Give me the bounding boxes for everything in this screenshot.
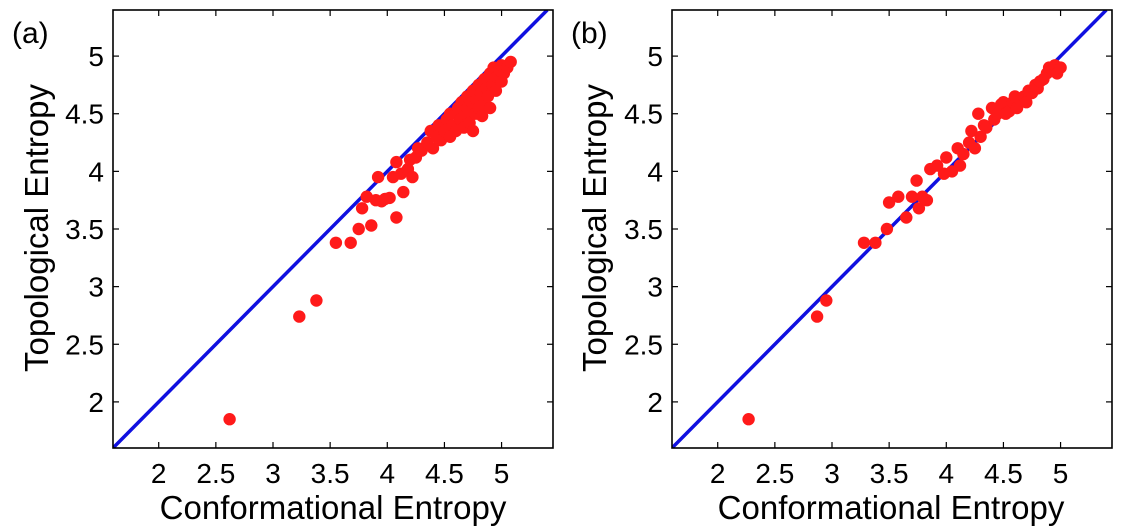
panel-label-a: (a) — [12, 17, 49, 50]
data-point-a-21 — [406, 170, 419, 184]
y-tick-label-b-1: 2.5 — [624, 329, 663, 360]
x-tick-label-a-0: 2 — [151, 458, 167, 489]
data-point-b-25 — [972, 107, 985, 120]
data-point-a-0 — [223, 413, 236, 426]
y-tick-label-b-6: 5 — [647, 41, 663, 72]
x-tick-label-a-3: 3.5 — [311, 458, 350, 489]
data-point-a-48 — [466, 124, 480, 138]
data-point-a-15 — [390, 211, 403, 224]
panel-b: (b) Topological Entropy Conformational E… — [571, 9, 1113, 526]
x-tick-label-b-5: 4.5 — [984, 458, 1023, 489]
y-axis-title-a: Topological Entropy — [18, 83, 55, 372]
data-point-a-2 — [310, 294, 323, 307]
data-point-b-4 — [869, 236, 882, 249]
data-point-b-28 — [980, 121, 993, 134]
data-point-a-5 — [352, 222, 365, 236]
data-point-b-2 — [820, 294, 833, 307]
data-point-b-13 — [920, 194, 934, 207]
data-point-a-10 — [371, 170, 385, 184]
panel-a: (a) Topological Entropy Conformational E… — [12, 9, 554, 526]
y-tick-label-a-3: 3.5 — [65, 214, 104, 245]
data-point-b-15 — [930, 159, 944, 172]
data-point-b-8 — [900, 211, 913, 224]
x-tick-label-a-4: 4 — [379, 458, 395, 489]
x-axis-title-a: Conformational Entropy — [160, 489, 507, 526]
data-point-b-9 — [905, 190, 919, 203]
x-tick-label-a-5: 4.5 — [425, 458, 464, 489]
data-point-b-20 — [953, 159, 967, 172]
data-point-b-21 — [957, 147, 970, 161]
data-point-b-41 — [1020, 96, 1033, 109]
data-point-b-24 — [968, 142, 982, 155]
x-tick-label-a-6: 5 — [494, 458, 510, 489]
data-point-a-6 — [355, 202, 369, 215]
ticks-b: 2 2.5 3 3.5 4 4.5 5 2 2.5 3 3.5 4 4.5 5 — [624, 10, 1112, 489]
data-point-b-3 — [857, 236, 871, 249]
x-tick-label-b-2: 3 — [824, 458, 840, 489]
x-tick-label-b-4: 4 — [938, 458, 954, 489]
data-point-a-4 — [344, 236, 357, 249]
data-point-b-1 — [810, 310, 824, 323]
x-axis-title-b: Conformational Entropy — [718, 489, 1065, 526]
data-point-b-6 — [882, 196, 896, 209]
y-tick-label-a-0: 2 — [88, 387, 104, 418]
y-tick-label-b-4: 4 — [647, 156, 663, 187]
data-point-a-3 — [329, 236, 343, 249]
x-tick-label-b-1: 2.5 — [755, 458, 794, 489]
data-point-a-27 — [426, 142, 440, 155]
panel-label-b: (b) — [571, 17, 608, 50]
y-tick-label-a-6: 5 — [88, 41, 104, 72]
plot-area-b — [672, 10, 1108, 448]
data-point-a-63 — [489, 84, 503, 97]
data-point-a-60 — [483, 101, 497, 115]
y-tick-label-b-5: 4.5 — [624, 99, 663, 130]
data-point-b-11 — [912, 202, 926, 215]
data-point-a-8 — [365, 219, 378, 232]
data-point-b-17 — [940, 151, 953, 164]
data-point-b-10 — [910, 174, 923, 187]
y-tick-label-a-4: 4 — [88, 156, 104, 187]
y-tick-label-b-3: 3.5 — [624, 214, 663, 245]
ticks-a: 2 2.5 3 3.5 4 4.5 5 2 2.5 3 3.5 4 4.5 5 — [65, 10, 553, 489]
data-point-b-23 — [965, 124, 978, 138]
data-point-a-16 — [390, 155, 403, 169]
x-tick-label-a-1: 2.5 — [196, 458, 235, 489]
plot-area-a — [113, 10, 549, 448]
data-point-a-18 — [397, 185, 410, 199]
data-point-b-0 — [742, 413, 755, 426]
data-point-b-53 — [1054, 61, 1067, 74]
y-tick-label-a-2: 3 — [88, 272, 104, 303]
x-tick-label-b-3: 3.5 — [870, 458, 909, 489]
data-point-a-54 — [475, 109, 489, 123]
data-point-b-33 — [997, 96, 1010, 109]
y-tick-label-a-1: 2.5 — [65, 329, 104, 360]
data-point-a-70 — [504, 55, 517, 69]
y-tick-label-b-0: 2 — [647, 387, 663, 418]
y-tick-label-a-5: 4.5 — [65, 99, 104, 130]
data-point-a-1 — [293, 310, 306, 323]
data-point-b-7 — [892, 190, 905, 203]
x-tick-label-b-6: 5 — [1053, 458, 1069, 489]
y-tick-label-b-2: 3 — [647, 272, 663, 303]
data-point-b-5 — [880, 222, 894, 236]
data-point-a-13 — [383, 191, 396, 205]
x-tick-label-a-2: 3 — [265, 458, 281, 489]
data-point-b-26 — [974, 130, 987, 143]
y-axis-title-b: Topological Entropy — [576, 83, 613, 372]
x-tick-label-b-0: 2 — [710, 458, 726, 489]
